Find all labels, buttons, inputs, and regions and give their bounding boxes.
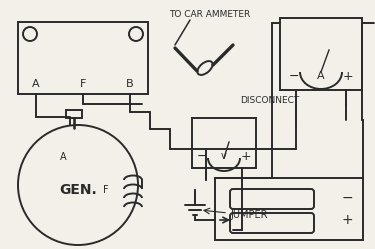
Text: F: F	[103, 185, 109, 195]
FancyBboxPatch shape	[230, 189, 314, 209]
Text: +: +	[241, 149, 251, 163]
Text: A: A	[32, 79, 40, 89]
Circle shape	[23, 27, 37, 41]
Text: F: F	[80, 79, 86, 89]
Text: −: −	[197, 149, 207, 163]
Text: +: +	[341, 213, 353, 227]
Text: DISCONNECT: DISCONNECT	[240, 96, 299, 105]
Text: −: −	[289, 69, 299, 82]
Bar	[18, 22, 148, 94]
Bar	[215, 178, 363, 240]
Text: B: B	[126, 79, 134, 89]
Text: +: +	[343, 69, 353, 82]
Circle shape	[18, 125, 138, 245]
Text: v: v	[221, 151, 227, 161]
FancyBboxPatch shape	[230, 213, 314, 233]
Text: TO CAR AMMETER: TO CAR AMMETER	[170, 9, 250, 18]
Bar	[280, 18, 362, 90]
Text: GEN.: GEN.	[59, 183, 97, 197]
Text: A: A	[60, 152, 66, 162]
Ellipse shape	[197, 61, 213, 75]
Circle shape	[129, 27, 143, 41]
Bar	[192, 118, 256, 168]
Text: −: −	[341, 191, 353, 205]
Text: JUMPER: JUMPER	[230, 210, 267, 220]
Text: A: A	[317, 71, 325, 81]
Bar	[66, 110, 82, 118]
